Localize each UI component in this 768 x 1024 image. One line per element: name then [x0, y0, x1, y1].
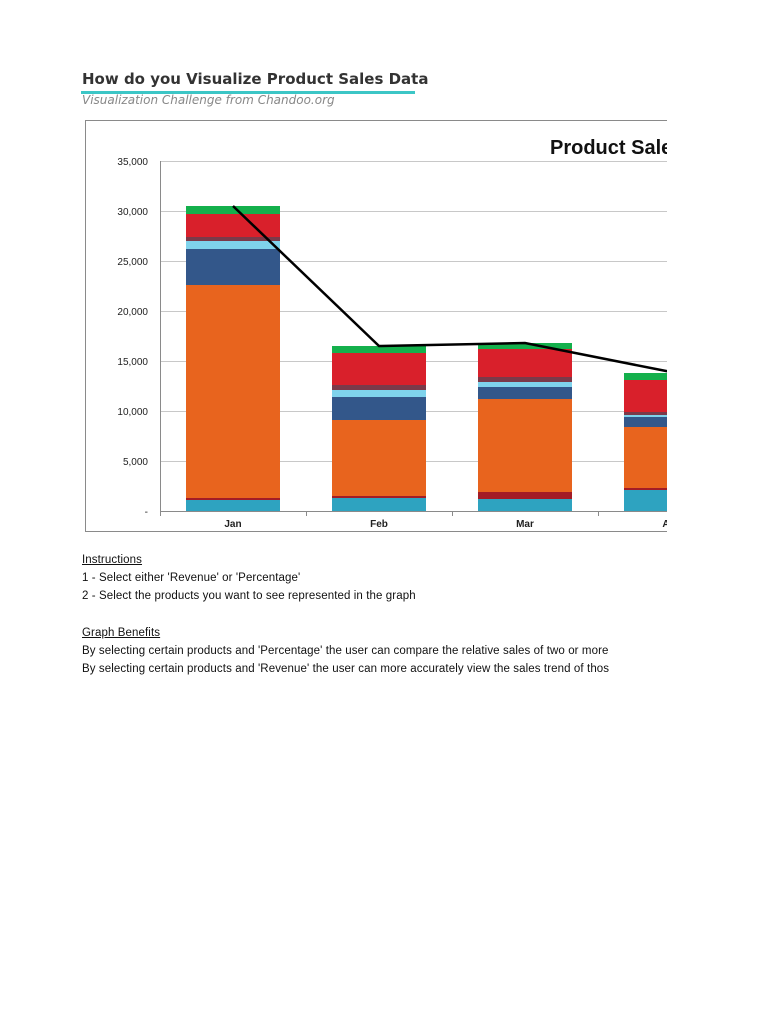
- bar-segment: [624, 488, 667, 490]
- page-title: How do you Visualize Product Sales Data: [82, 70, 429, 88]
- bar-segment: [624, 490, 667, 511]
- y-tick-label: 30,000: [117, 207, 148, 218]
- instruction-step-1: 1 - Select either 'Revenue' or 'Percenta…: [82, 572, 301, 584]
- bar-segment: [186, 498, 280, 500]
- y-tick-label: 20,000: [117, 307, 148, 318]
- y-tick-label: 5,000: [123, 457, 148, 468]
- y-tick-label: 10,000: [117, 407, 148, 418]
- total-line: [232, 205, 667, 373]
- bar-segment: [332, 420, 426, 496]
- bar-segment: [624, 373, 667, 380]
- bar-segment: [478, 349, 572, 377]
- bar-segment: [186, 500, 280, 511]
- bar-segment: [332, 346, 426, 353]
- bar-segment: [478, 387, 572, 399]
- benefit-line-2: By selecting certain products and 'Reven…: [82, 663, 610, 675]
- chart-title: Product Sales: [550, 137, 667, 159]
- benefits-heading: Graph Benefits: [82, 627, 161, 639]
- y-tick-label: -: [145, 507, 148, 518]
- instructions-heading: Instructions: [82, 554, 143, 566]
- bar-segment: [624, 412, 667, 415]
- bar-segment: [186, 249, 280, 285]
- bar-segment: [186, 241, 280, 249]
- y-tick-label: 15,000: [117, 357, 148, 368]
- bar-segment: [332, 385, 426, 390]
- y-tick-label: 25,000: [117, 257, 148, 268]
- x-tick-label: Feb: [370, 519, 388, 530]
- x-tick-label: Apr: [662, 519, 667, 530]
- bar-segment: [332, 496, 426, 498]
- y-tick-label: 35,000: [117, 157, 148, 168]
- chart-container: Product Sales - 5,000 10,000 15,000 20,000 25…: [0, 0, 667, 540]
- bar-segment: [332, 397, 426, 420]
- bar-segment: [332, 353, 426, 385]
- bar-segment: [624, 380, 667, 412]
- x-tick-label: Jan: [224, 519, 241, 530]
- bar-segment: [186, 206, 280, 214]
- bar-segment: [186, 214, 280, 237]
- bar-segment: [478, 377, 572, 382]
- bar-segment: [478, 399, 572, 492]
- x-tick-label: Mar: [516, 519, 534, 530]
- page-subtitle: Visualization Challenge from Chandoo.org: [82, 93, 335, 107]
- title-underline: [81, 91, 415, 94]
- bar-segment: [478, 343, 572, 349]
- bar-segment: [332, 498, 426, 511]
- bar-segment: [624, 427, 667, 488]
- bar-segment: [624, 415, 667, 417]
- bar-segment: [478, 499, 572, 511]
- bar-segment: [478, 492, 572, 499]
- bar-segment: [332, 390, 426, 397]
- benefit-line-1: By selecting certain products and 'Perce…: [82, 645, 609, 657]
- bar-segment: [624, 417, 667, 427]
- instruction-step-2: 2 - Select the products you want to see …: [82, 590, 416, 602]
- bar-segment: [186, 285, 280, 498]
- bar-segment: [186, 237, 280, 241]
- bar-segment: [478, 382, 572, 387]
- product-sales-chart: Product Sales - 5,000 10,000 15,000 20,000 25…: [85, 120, 667, 532]
